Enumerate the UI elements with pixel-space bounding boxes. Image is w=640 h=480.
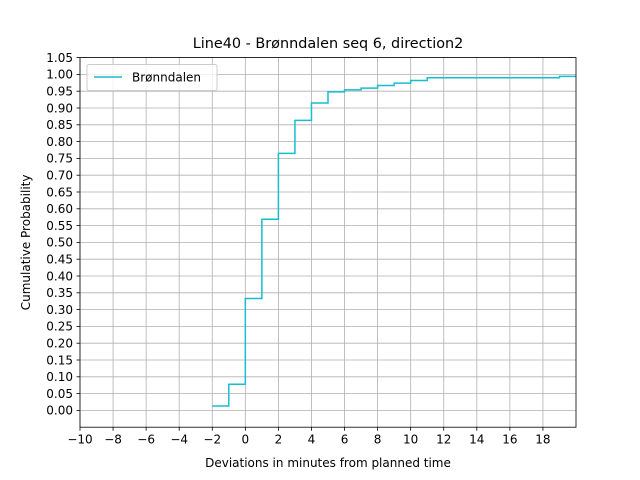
y-tick-label: 0.55 [46,219,73,233]
y-tick-label: 0.35 [46,286,73,300]
x-tick-label: −2 [203,433,221,447]
y-axis-ticks: 0.00 0.05 0.10 0.15 0.20 0.25 0.30 0.35 0.40 0.45… [46,51,80,418]
y-tick-label: 0.50 [46,236,73,250]
y-tick-label: 0.30 [46,303,73,317]
legend: Brønndalen [86,64,218,91]
x-tick-label: −6 [137,433,155,447]
x-tick-label: −4 [170,433,188,447]
legend-box [86,64,218,91]
legend-label-bronndalen: Brønndalen [132,71,201,85]
y-tick-label: 0.00 [46,404,73,418]
x-tick-label: 2 [275,433,283,447]
y-tick-label: 0.10 [46,370,73,384]
y-tick-label: 0.20 [46,337,73,351]
grid [79,57,576,428]
y-tick-label: 0.05 [46,387,73,401]
series-line-bronndalen [212,75,576,407]
x-tick-label: 8 [374,433,382,447]
chart-title: Line40 - Brønndalen seq 6, direction2 [193,36,464,52]
y-tick-label: 0.90 [46,101,73,115]
x-tick-label: −8 [104,433,122,447]
x-tick-label: 0 [242,433,250,447]
y-tick-label: 0.95 [46,85,73,99]
x-tick-label: −10 [67,433,92,447]
y-tick-label: 1.05 [46,51,73,65]
y-axis-title: Cumulative Probability [19,175,33,311]
x-tick-label: 18 [535,433,550,447]
y-tick-label: 0.65 [46,185,73,199]
x-axis-ticks: −10 −8 −6 −4 −2 0 2 4 6 8 10 12 14 16 18 [67,427,551,447]
x-tick-label: 16 [502,433,517,447]
series-layer [212,75,576,407]
x-tick-label: 4 [308,433,316,447]
y-tick-label: 0.40 [46,269,73,283]
y-tick-label: 0.80 [46,135,73,149]
y-tick-label: 0.25 [46,320,73,334]
x-tick-label: 14 [469,433,484,447]
y-tick-label: 1.00 [46,68,73,82]
x-tick-label: 12 [436,433,451,447]
y-tick-label: 0.75 [46,152,73,166]
x-tick-label: 10 [403,433,418,447]
x-axis-title: Deviations in minutes from planned time [205,456,451,470]
y-tick-label: 0.70 [46,169,73,183]
y-tick-label: 0.45 [46,253,73,267]
y-tick-label: 0.15 [46,353,73,367]
y-tick-label: 0.85 [46,118,73,132]
y-tick-label: 0.60 [46,202,73,216]
x-tick-label: 6 [341,433,349,447]
